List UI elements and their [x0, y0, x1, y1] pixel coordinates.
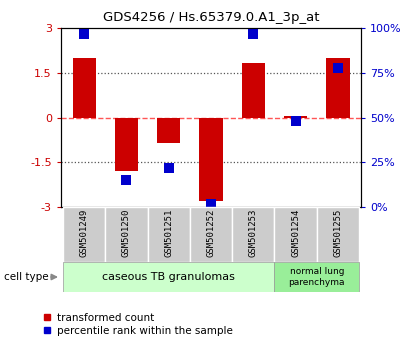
Bar — [147, 207, 190, 262]
Text: GSM501251: GSM501251 — [164, 209, 173, 257]
Bar — [232, 207, 275, 262]
Bar — [326, 58, 349, 118]
Bar — [190, 207, 232, 262]
Bar — [242, 63, 265, 118]
Point — [335, 65, 341, 70]
Text: GSM501253: GSM501253 — [249, 209, 258, 257]
Bar — [157, 118, 180, 143]
Bar — [115, 118, 138, 171]
Point — [81, 31, 87, 36]
Point — [292, 119, 299, 124]
Point — [250, 31, 257, 36]
Bar — [200, 118, 223, 201]
Point — [208, 201, 215, 206]
Bar — [63, 207, 105, 262]
Bar — [275, 207, 317, 262]
Legend: transformed count, percentile rank within the sample: transformed count, percentile rank withi… — [39, 308, 236, 340]
Bar — [284, 116, 307, 118]
Point — [165, 165, 172, 171]
Bar — [317, 207, 359, 262]
Text: GSM501252: GSM501252 — [207, 209, 215, 257]
Text: caseous TB granulomas: caseous TB granulomas — [102, 272, 235, 282]
Title: GDS4256 / Hs.65379.0.A1_3p_at: GDS4256 / Hs.65379.0.A1_3p_at — [103, 11, 319, 24]
Text: cell type: cell type — [4, 272, 49, 282]
Text: GSM501255: GSM501255 — [333, 209, 342, 257]
Bar — [73, 58, 96, 118]
Bar — [105, 207, 147, 262]
Point — [123, 177, 130, 183]
Bar — [63, 262, 275, 292]
Bar — [275, 262, 359, 292]
Text: GSM501250: GSM501250 — [122, 209, 131, 257]
Text: GSM501249: GSM501249 — [80, 209, 89, 257]
Text: normal lung
parenchyma: normal lung parenchyma — [289, 267, 345, 287]
Text: GSM501254: GSM501254 — [291, 209, 300, 257]
